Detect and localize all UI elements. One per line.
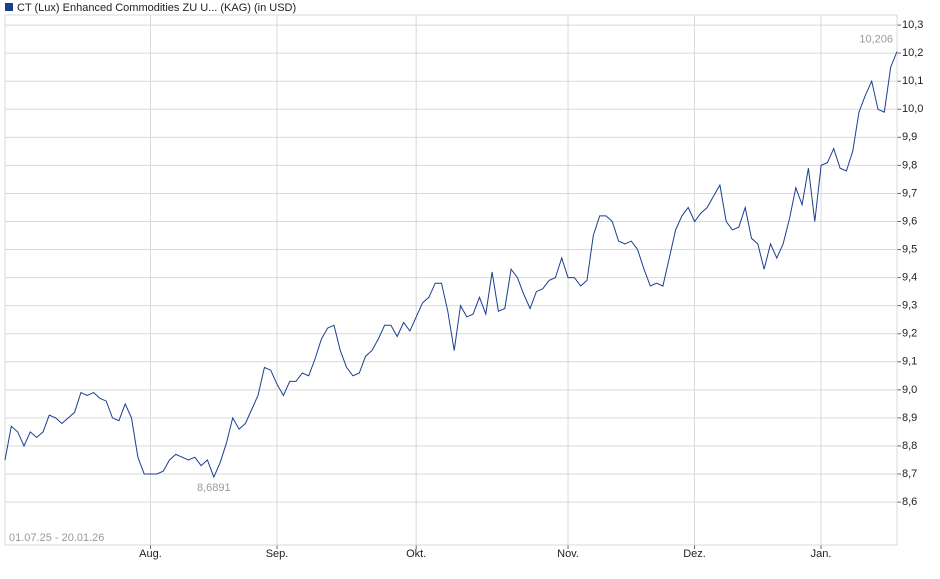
x-tick-label: Dez.	[683, 548, 706, 560]
y-tick-label: 8,9	[902, 412, 917, 424]
y-tick-label: 10,1	[902, 75, 923, 87]
legend-label: CT (Lux) Enhanced Commodities ZU U... (K…	[17, 2, 296, 14]
x-tick-label: Aug.	[139, 548, 162, 560]
legend-swatch	[5, 3, 13, 11]
x-tick-label: Nov.	[557, 548, 579, 560]
x-tick-label: Jan.	[811, 548, 832, 560]
y-tick-label: 9,1	[902, 356, 917, 368]
value-label: 10,206	[859, 33, 893, 45]
y-tick-label: 9,0	[902, 384, 917, 396]
date-range: 01.07.25 - 20.01.26	[9, 532, 104, 544]
y-tick-label: 9,6	[902, 215, 917, 227]
value-label: 8,6891	[197, 482, 231, 494]
y-tick-label: 10,2	[902, 47, 923, 59]
y-tick-label: 9,3	[902, 300, 917, 312]
x-tick-label: Sep.	[266, 548, 289, 560]
y-tick-label: 8,8	[902, 440, 917, 452]
y-tick-label: 9,8	[902, 159, 917, 171]
y-tick-label: 10,0	[902, 103, 923, 115]
y-tick-label: 9,9	[902, 131, 917, 143]
y-tick-label: 9,2	[902, 328, 917, 340]
y-tick-label: 8,6	[902, 496, 917, 508]
x-tick-label: Okt.	[406, 548, 426, 560]
y-tick-label: 10,3	[902, 19, 923, 31]
plot-frame	[4, 14, 898, 546]
y-tick-label: 9,7	[902, 187, 917, 199]
price-line	[4, 51, 898, 479]
y-tick-label: 9,4	[902, 272, 917, 284]
y-tick-label: 8,7	[902, 468, 917, 480]
y-tick-label: 9,5	[902, 243, 917, 255]
